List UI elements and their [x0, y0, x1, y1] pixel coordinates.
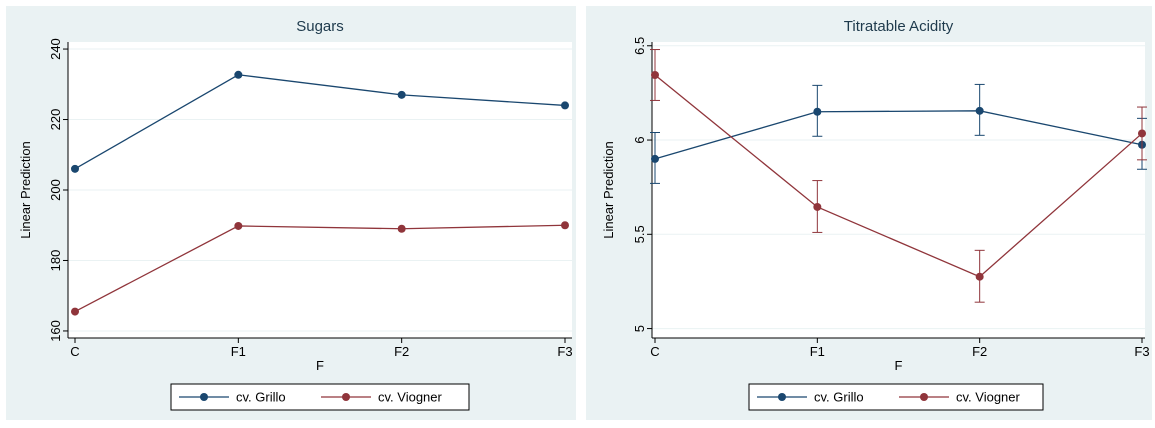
- data-point: [651, 70, 659, 79]
- series-line: [654, 74, 1143, 278]
- data-point: [561, 101, 569, 110]
- y-tick-label: 240: [48, 38, 63, 60]
- data-point: [561, 221, 569, 230]
- data-point: [975, 106, 984, 115]
- series-line: [74, 224, 566, 313]
- legend-marker: [342, 393, 350, 401]
- data-point: [813, 107, 822, 116]
- series-1: [71, 221, 569, 316]
- legend-marker: [778, 393, 786, 401]
- y-tick-label: 200: [48, 179, 63, 201]
- data-point: [71, 164, 79, 173]
- x-tick-label: F2: [394, 344, 409, 359]
- data-point: [397, 224, 406, 233]
- data-point: [975, 272, 984, 281]
- legend-label: cv. Viogner: [378, 390, 443, 405]
- x-tick-label: F3: [557, 344, 572, 359]
- x-tick-label: F2: [972, 344, 987, 359]
- x-tick-label: C: [650, 344, 659, 359]
- data-point: [71, 307, 79, 316]
- data-point: [234, 221, 243, 230]
- x-tick-label: F1: [231, 344, 246, 359]
- y-tick-label: 5: [632, 325, 647, 332]
- chart-title: Titratable Acidity: [844, 18, 954, 35]
- y-tick-label: 6: [632, 136, 647, 143]
- legend: cv. Grillo cv. Viogner: [170, 383, 470, 411]
- legend-label: cv. Viogner: [956, 390, 1021, 405]
- chart-panel-1: 5 5.5 6 6.5 C F1 F2 F3 Titratable Acidity F Linear…: [586, 6, 1152, 420]
- legend-marker: [200, 393, 208, 401]
- y-axis-title: Linear Prediction: [18, 141, 33, 239]
- data-point: [651, 154, 659, 163]
- series-1: [650, 49, 1147, 303]
- x-axis-title: F: [895, 358, 903, 373]
- chart-panel-0: 160 180 200 220 240 C F1 F2 F3 Sugars F Linear Pred…: [6, 6, 576, 420]
- legend-label: cv. Grillo: [814, 390, 864, 405]
- series-line: [74, 74, 566, 170]
- y-tick-label: 160: [48, 320, 63, 342]
- y-tick-label: 180: [48, 250, 63, 272]
- data-point: [397, 90, 406, 99]
- chart-title: Sugars: [296, 18, 344, 35]
- y-tick-label: 5.5: [632, 225, 647, 243]
- x-tick-label: F3: [1134, 344, 1149, 359]
- legend: cv. Grillo cv. Viogner: [748, 383, 1044, 411]
- y-tick-label: 220: [48, 109, 63, 131]
- data-point: [1138, 129, 1146, 138]
- legend-marker: [920, 393, 928, 401]
- data-point: [234, 70, 243, 79]
- y-tick-label: 6.5: [632, 37, 647, 55]
- legend-label: cv. Grillo: [236, 390, 286, 405]
- plot-region: [652, 42, 1145, 338]
- series-line: [654, 110, 1143, 160]
- series-0: [71, 70, 569, 173]
- data-point: [813, 202, 822, 211]
- x-tick-label: C: [70, 344, 79, 359]
- x-axis-title: F: [316, 358, 324, 373]
- y-axis-title: Linear Prediction: [601, 141, 616, 239]
- x-tick-label: F1: [810, 344, 825, 359]
